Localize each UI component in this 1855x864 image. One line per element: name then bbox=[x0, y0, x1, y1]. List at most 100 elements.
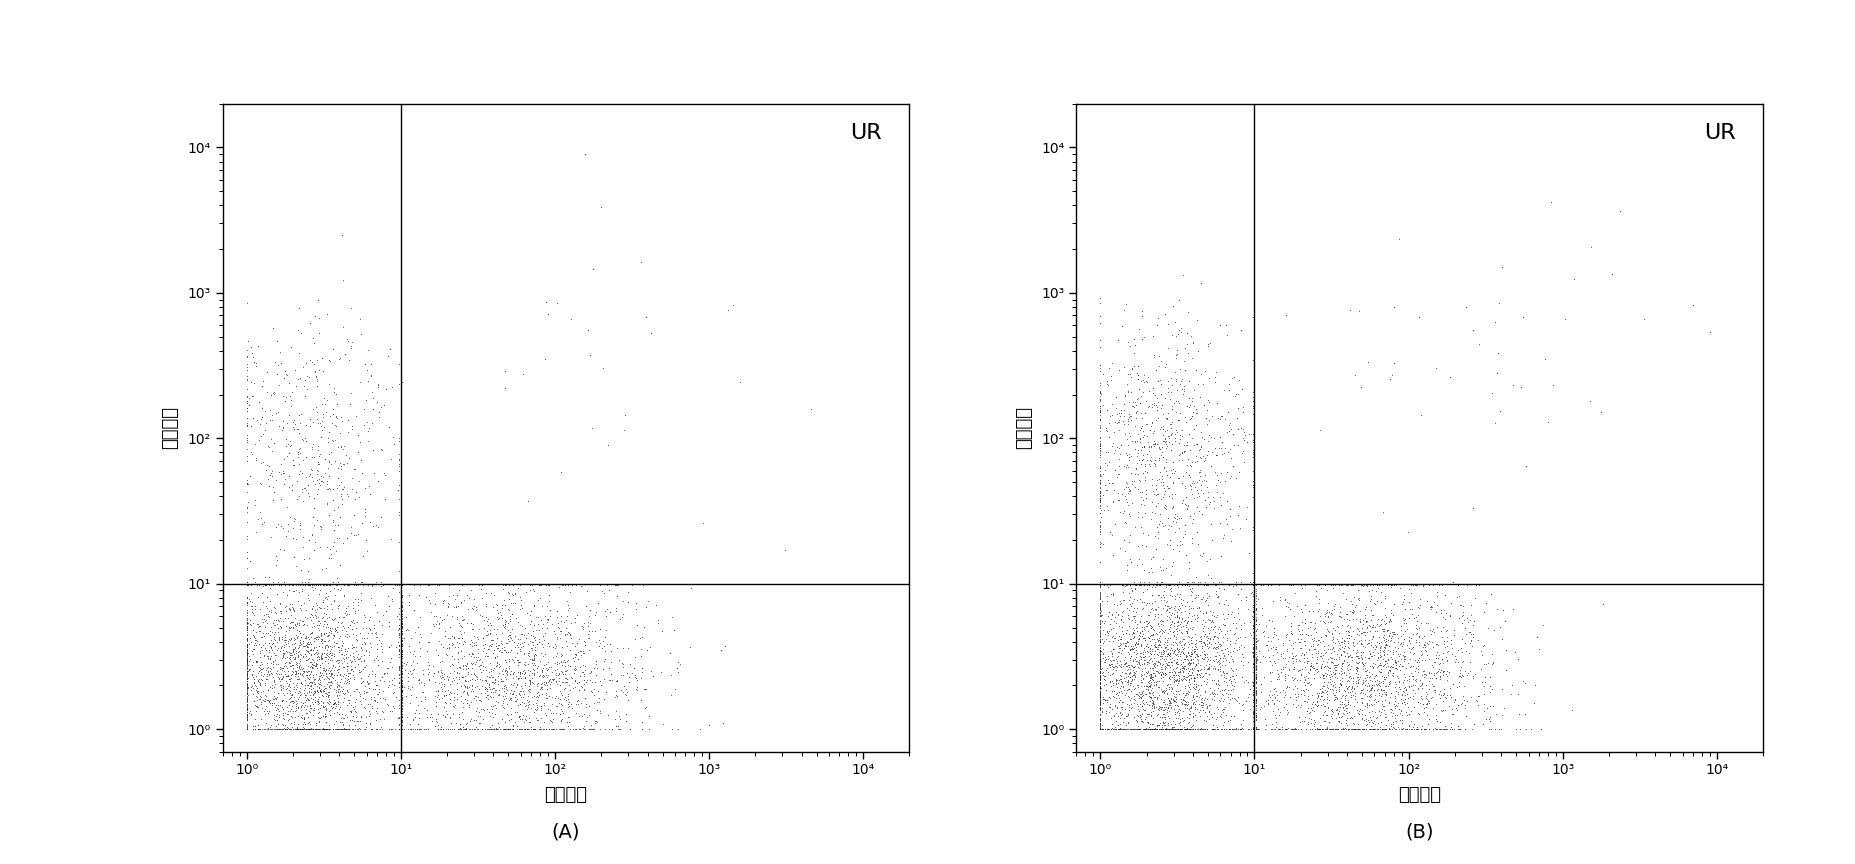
Point bbox=[1113, 427, 1143, 441]
Point bbox=[1438, 707, 1467, 721]
Point bbox=[404, 640, 434, 654]
Point bbox=[347, 662, 377, 676]
Point bbox=[1085, 617, 1115, 631]
Point bbox=[1367, 622, 1397, 636]
Point bbox=[1241, 655, 1271, 669]
Point bbox=[490, 678, 519, 692]
Point bbox=[269, 646, 299, 660]
Point bbox=[1306, 686, 1336, 700]
Point bbox=[1237, 385, 1267, 399]
Point bbox=[232, 668, 262, 682]
Point bbox=[332, 651, 362, 664]
Point bbox=[397, 689, 427, 702]
Point bbox=[1356, 638, 1386, 652]
Point bbox=[1154, 658, 1183, 672]
Point bbox=[1349, 625, 1378, 638]
Point bbox=[1341, 674, 1371, 688]
Point bbox=[267, 630, 297, 644]
Point bbox=[293, 591, 323, 605]
Point bbox=[1133, 667, 1163, 681]
Point bbox=[284, 657, 313, 670]
Point bbox=[1311, 688, 1341, 702]
Point bbox=[458, 657, 488, 670]
Point bbox=[354, 623, 384, 637]
Point bbox=[1189, 663, 1219, 677]
Point bbox=[1384, 657, 1414, 670]
Point bbox=[1211, 594, 1241, 607]
Point bbox=[551, 655, 581, 669]
Point bbox=[1410, 722, 1439, 736]
Point bbox=[232, 632, 262, 646]
Point bbox=[464, 693, 493, 707]
Point bbox=[1189, 454, 1219, 468]
Point bbox=[293, 664, 323, 677]
Point bbox=[1363, 688, 1393, 702]
Point bbox=[1263, 722, 1293, 736]
Point bbox=[1085, 617, 1115, 631]
Point bbox=[321, 699, 351, 713]
Point bbox=[358, 690, 388, 704]
Point bbox=[1237, 660, 1267, 674]
Point bbox=[1152, 658, 1182, 671]
Point bbox=[1222, 387, 1252, 401]
Point bbox=[239, 355, 269, 369]
Point bbox=[542, 699, 571, 713]
Point bbox=[317, 515, 347, 529]
Point bbox=[349, 674, 378, 688]
Point bbox=[1222, 401, 1252, 415]
Point bbox=[1085, 707, 1115, 721]
Point bbox=[620, 632, 649, 646]
Point bbox=[1158, 720, 1187, 734]
Point bbox=[1456, 598, 1486, 612]
Point bbox=[1510, 677, 1540, 690]
Point bbox=[388, 718, 417, 732]
Point bbox=[1350, 614, 1380, 628]
Point bbox=[1202, 674, 1232, 688]
Point bbox=[243, 617, 273, 631]
Point bbox=[1185, 721, 1215, 735]
Point bbox=[1415, 666, 1445, 680]
Point bbox=[1133, 578, 1163, 592]
Point bbox=[1085, 677, 1115, 690]
Point bbox=[523, 669, 553, 683]
Point bbox=[1122, 632, 1152, 646]
Point bbox=[1384, 650, 1414, 664]
Point bbox=[351, 533, 380, 547]
Point bbox=[1237, 706, 1267, 720]
Point bbox=[399, 644, 429, 658]
Point bbox=[1315, 676, 1345, 689]
Point bbox=[1119, 609, 1148, 623]
Point bbox=[330, 722, 360, 736]
Point bbox=[256, 657, 286, 670]
Point bbox=[315, 675, 345, 689]
Point bbox=[1085, 403, 1115, 416]
Point bbox=[301, 608, 330, 622]
Point bbox=[302, 374, 332, 388]
Point bbox=[1182, 499, 1211, 513]
Point bbox=[1145, 578, 1174, 592]
Point bbox=[254, 681, 284, 695]
Point bbox=[540, 641, 569, 655]
Point bbox=[1167, 594, 1196, 607]
Point bbox=[1104, 459, 1133, 473]
Point bbox=[577, 262, 607, 276]
Point bbox=[1193, 413, 1222, 427]
Point bbox=[1284, 641, 1313, 655]
Point bbox=[579, 696, 608, 710]
Point bbox=[1349, 688, 1378, 702]
Point bbox=[1397, 669, 1426, 683]
Point bbox=[232, 702, 262, 716]
Point bbox=[1354, 637, 1384, 651]
Point bbox=[1193, 444, 1222, 458]
Point bbox=[1356, 635, 1386, 649]
Point bbox=[304, 583, 334, 597]
Point bbox=[1124, 423, 1154, 437]
Point bbox=[1324, 684, 1354, 698]
Point bbox=[588, 587, 618, 600]
Point bbox=[527, 664, 556, 678]
Point bbox=[1425, 578, 1454, 592]
Point bbox=[1401, 633, 1430, 647]
Point bbox=[1478, 722, 1508, 736]
Point bbox=[1354, 589, 1384, 603]
Point bbox=[297, 668, 326, 682]
